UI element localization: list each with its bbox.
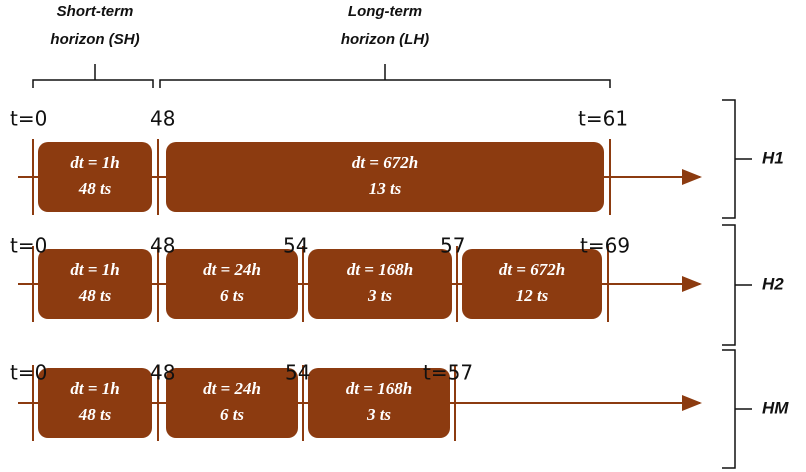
tick-label: t=69 [580,234,630,258]
block-ts: 6 ts [220,405,244,424]
block-ts: 12 ts [516,286,549,305]
row-brace [722,349,752,469]
row-brace [722,99,752,219]
block-dt: dt = 1h [70,153,119,172]
header-text: horizon (LH) [341,31,429,48]
block-ts: 48 ts [78,179,112,198]
block-ts: 48 ts [78,286,112,305]
row-label: HM [762,398,789,417]
time-block [166,368,298,438]
tick-label: t=61 [578,107,628,131]
block-ts: 6 ts [220,286,244,305]
header-text: Short-term [57,3,134,20]
header-text: horizon (SH) [50,31,139,48]
tick-label: t=0 [10,234,47,258]
row-label: H1 [762,148,784,167]
brace [159,64,611,88]
tick-label: 54 [283,234,308,258]
brace [32,64,154,88]
row-brace [722,224,752,346]
time-block [462,249,602,319]
block-ts: 13 ts [369,179,402,198]
header-text: Long-term [348,3,422,20]
block-dt: dt = 24h [203,260,261,279]
tick-label: 54 [285,361,310,385]
time-block [308,368,450,438]
tick-label: t=0 [10,107,47,131]
time-block [166,142,604,212]
block-dt: dt = 1h [70,379,119,398]
block-dt: dt = 168h [346,379,412,398]
time-block [308,249,452,319]
time-block [166,249,298,319]
block-dt: dt = 24h [203,379,261,398]
tick-label: 48 [150,107,175,131]
tick-label: 57 [440,234,465,258]
time-block [38,249,152,319]
tick-label: t=57 [423,361,473,385]
block-dt: dt = 168h [347,260,413,279]
block-dt: dt = 672h [499,260,565,279]
block-ts: 3 ts [366,405,391,424]
block-dt: dt = 1h [70,260,119,279]
time-block [38,142,152,212]
tick-label: 48 [150,234,175,258]
time-block [38,368,152,438]
block-dt: dt = 672h [352,153,418,172]
block-ts: 48 ts [78,405,112,424]
row-label: H2 [762,274,784,293]
block-ts: 3 ts [367,286,392,305]
tick-label: t=0 [10,361,47,385]
tick-label: 48 [150,361,175,385]
